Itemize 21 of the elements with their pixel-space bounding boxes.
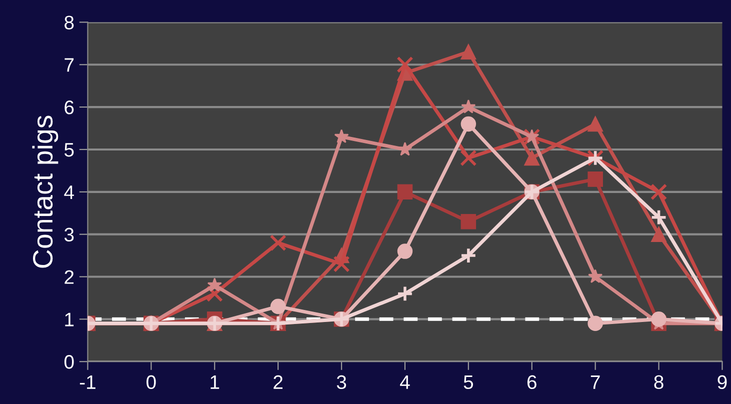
y-tick-label: 6 — [64, 100, 74, 114]
y-tick-label: 0 — [64, 355, 74, 369]
y-tick-label: 4 — [64, 186, 74, 199]
y-axis-title: Contact pigs — [32, 116, 58, 268]
x-tick-label: 5 — [464, 375, 474, 390]
y-tick-label: 2 — [64, 270, 74, 284]
y-tick-label: 1 — [65, 312, 74, 326]
x-tick-label: 6 — [527, 375, 536, 390]
y-tick-label: 8 — [64, 16, 74, 30]
x-tick-label: 2 — [274, 375, 283, 389]
x-tick-label: 1 — [210, 375, 220, 389]
x-tick-label: -1 — [80, 375, 96, 389]
x-tick-label: 4 — [400, 375, 410, 389]
x-tick-label: 8 — [654, 375, 664, 390]
x-tick-label: 7 — [590, 375, 600, 389]
x-tick-label: 0 — [146, 375, 156, 390]
x-tick-label: 9 — [718, 375, 727, 390]
y-tick-label: 3 — [64, 228, 74, 242]
x-tick-label: 3 — [336, 375, 346, 390]
y-tick-label: 7 — [64, 58, 74, 72]
y-tick-label: 5 — [64, 143, 74, 157]
